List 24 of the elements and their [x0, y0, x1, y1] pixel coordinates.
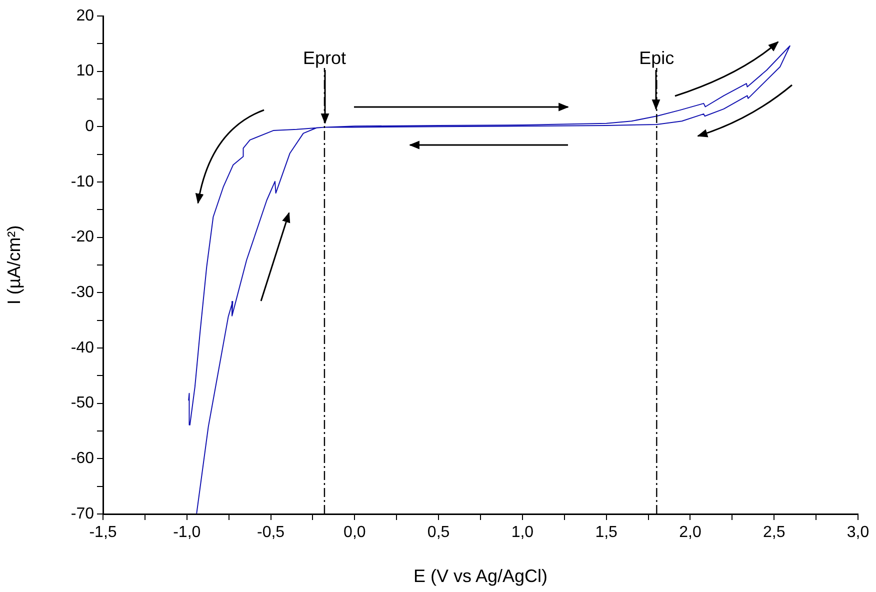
y-tick-label: 0: [85, 118, 94, 136]
y-tick-label: 20: [76, 7, 94, 24]
x-tick-label: 1,5: [595, 524, 618, 542]
x-tick-label: 0,0: [344, 524, 366, 542]
x-tick-label: 1,0: [511, 524, 534, 542]
ref-line-label: Epic: [639, 48, 674, 68]
y-tick-label: -30: [70, 284, 94, 302]
y-tick-label: -20: [70, 228, 94, 246]
x-tick-label: 0,5: [427, 524, 450, 542]
x-tick-label: -0,5: [256, 524, 285, 542]
y-tick-label: -70: [70, 505, 94, 522]
y-tick-label: 10: [76, 62, 94, 80]
ref-line-label: Eprot: [302, 48, 346, 68]
x-tick-label: 3,0: [846, 524, 870, 542]
x-tick-label: -1,0: [173, 524, 201, 542]
y-tick-label: -50: [70, 394, 94, 412]
x-tick-label: -1,5: [89, 524, 117, 542]
y-axis-title: I (µA/cm²): [4, 225, 24, 305]
x-tick-label: 2,0: [679, 524, 702, 542]
x-axis-title: E (V vs Ag/AgCl): [413, 566, 548, 586]
y-tick-label: -60: [70, 450, 94, 468]
y-tick-label: -10: [70, 173, 94, 190]
x-tick-label: 2,5: [762, 524, 786, 542]
y-tick-label: -40: [70, 339, 94, 356]
